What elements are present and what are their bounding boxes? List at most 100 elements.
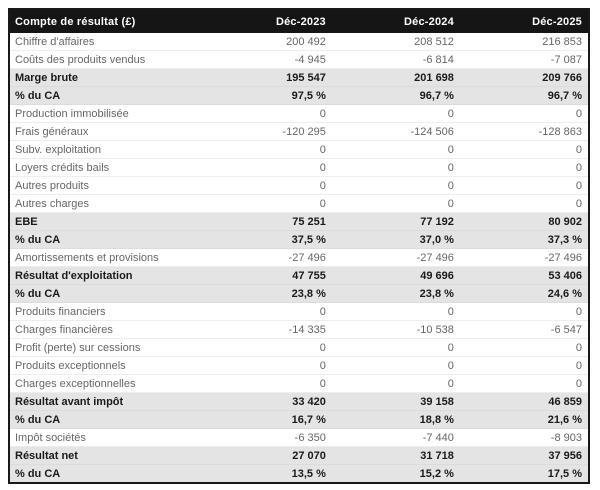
row-value: 0: [331, 374, 460, 393]
row-value: 49 696: [331, 266, 460, 285]
row-label: Subv. exploitation: [10, 140, 204, 159]
row-value: 97,5 %: [203, 86, 332, 105]
row-label: Autres produits: [10, 176, 204, 195]
table-body: Chiffre d'affaires 200 492 208 512 216 853 C…: [10, 33, 588, 482]
row-value: 0: [331, 302, 460, 321]
table-row: Impôt sociétés -6 350 -7 440 -8 903: [10, 428, 588, 447]
table-row: Charges financières -14 335 -10 538 -6 547: [10, 320, 588, 339]
row-value: 31 718: [331, 446, 460, 465]
row-label: Frais généraux: [10, 122, 204, 141]
table-header: Compte de résultat (£) Déc-2023 Déc-2024…: [10, 10, 588, 33]
row-value: 0: [331, 104, 460, 123]
table-row: % du CA 13,5 % 15,2 % 17,5 %: [10, 464, 588, 482]
row-value: 23,8 %: [331, 284, 460, 303]
row-value: 0: [331, 194, 460, 213]
row-value: 0: [203, 194, 332, 213]
row-label: Charges exceptionnelles: [10, 374, 204, 393]
table-row: Autres charges 0 0 0: [10, 194, 588, 213]
row-value: 0: [459, 140, 588, 159]
row-label: Charges financières: [10, 320, 204, 339]
table-row: Produits financiers 0 0 0: [10, 302, 588, 321]
row-value: 0: [203, 356, 332, 375]
row-value: 37 956: [459, 446, 588, 465]
row-value: 53 406: [459, 266, 588, 285]
row-value: -6 814: [331, 50, 460, 69]
row-value: -124 506: [331, 122, 460, 141]
row-value: 37,5 %: [203, 230, 332, 249]
table-row: Chiffre d'affaires 200 492 208 512 216 853: [10, 33, 588, 51]
row-label: % du CA: [10, 86, 204, 105]
row-value: 39 158: [331, 392, 460, 411]
row-value: -27 496: [459, 248, 588, 267]
row-value: -27 496: [331, 248, 460, 267]
row-label: Production immobilisée: [10, 104, 204, 123]
row-value: -120 295: [203, 122, 332, 141]
row-value: 77 192: [331, 212, 460, 231]
row-value: 0: [459, 176, 588, 195]
row-label: Produits financiers: [10, 302, 204, 321]
table-row: % du CA 97,5 % 96,7 % 96,7 %: [10, 86, 588, 105]
row-value: 0: [331, 338, 460, 357]
table-row: Frais généraux -120 295 -124 506 -128 863: [10, 122, 588, 141]
row-value: 0: [331, 176, 460, 195]
table-row: Production immobilisée 0 0 0: [10, 104, 588, 123]
row-label: % du CA: [10, 464, 204, 482]
row-value: 23,8 %: [203, 284, 332, 303]
row-label: Impôt sociétés: [10, 428, 204, 447]
row-label: EBE: [10, 212, 204, 231]
row-value: 17,5 %: [459, 464, 588, 482]
row-label: Coûts des produits vendus: [10, 50, 204, 69]
row-value: 18,8 %: [331, 410, 460, 429]
income-statement-table: Compte de résultat (£) Déc-2023 Déc-2024…: [10, 10, 588, 482]
table-row: Résultat avant impôt 33 420 39 158 46 859: [10, 392, 588, 411]
row-value: 216 853: [459, 33, 588, 51]
row-label: Loyers crédits bails: [10, 158, 204, 177]
row-value: 0: [331, 356, 460, 375]
row-label: Profit (perte) sur cessions: [10, 338, 204, 357]
column-header-dec-2025: Déc-2025: [459, 10, 588, 33]
row-value: 46 859: [459, 392, 588, 411]
row-label: % du CA: [10, 284, 204, 303]
row-value: 0: [203, 176, 332, 195]
row-value: 0: [203, 302, 332, 321]
table-row: Amortissements et provisions -27 496 -27 4…: [10, 248, 588, 267]
table-row: Produits exceptionnels 0 0 0: [10, 356, 588, 375]
row-value: 0: [203, 140, 332, 159]
row-label: Chiffre d'affaires: [10, 33, 204, 51]
row-value: 200 492: [203, 33, 332, 51]
table-row: Résultat net 27 070 31 718 37 956: [10, 446, 588, 465]
row-value: 96,7 %: [331, 86, 460, 105]
table-row: EBE 75 251 77 192 80 902: [10, 212, 588, 231]
row-label: Autres charges: [10, 194, 204, 213]
table-row: Charges exceptionnelles 0 0 0: [10, 374, 588, 393]
table-row: Loyers crédits bails 0 0 0: [10, 158, 588, 177]
table-row: % du CA 37,5 % 37,0 % 37,3 %: [10, 230, 588, 249]
table-row: Autres produits 0 0 0: [10, 176, 588, 195]
row-value: -128 863: [459, 122, 588, 141]
row-value: 24,6 %: [459, 284, 588, 303]
row-value: 201 698: [331, 68, 460, 87]
row-value: -10 538: [331, 320, 460, 339]
row-value: 0: [203, 338, 332, 357]
row-value: 75 251: [203, 212, 332, 231]
row-value: -8 903: [459, 428, 588, 447]
row-value: 13,5 %: [203, 464, 332, 482]
row-value: 27 070: [203, 446, 332, 465]
row-value: 33 420: [203, 392, 332, 411]
row-value: 37,3 %: [459, 230, 588, 249]
row-label: Résultat net: [10, 446, 204, 465]
table-row: Coûts des produits vendus -4 945 -6 814 -7 …: [10, 50, 588, 69]
row-value: 0: [203, 374, 332, 393]
row-value: 96,7 %: [459, 86, 588, 105]
row-value: 195 547: [203, 68, 332, 87]
row-value: -6 350: [203, 428, 332, 447]
row-value: 0: [331, 158, 460, 177]
row-value: 37,0 %: [331, 230, 460, 249]
table-row: Profit (perte) sur cessions 0 0 0: [10, 338, 588, 357]
column-header-dec-2023: Déc-2023: [203, 10, 332, 33]
row-value: 16,7 %: [203, 410, 332, 429]
row-label: Produits exceptionnels: [10, 356, 204, 375]
row-label: Résultat d'exploitation: [10, 266, 204, 285]
row-label: Résultat avant impôt: [10, 392, 204, 411]
row-value: -14 335: [203, 320, 332, 339]
